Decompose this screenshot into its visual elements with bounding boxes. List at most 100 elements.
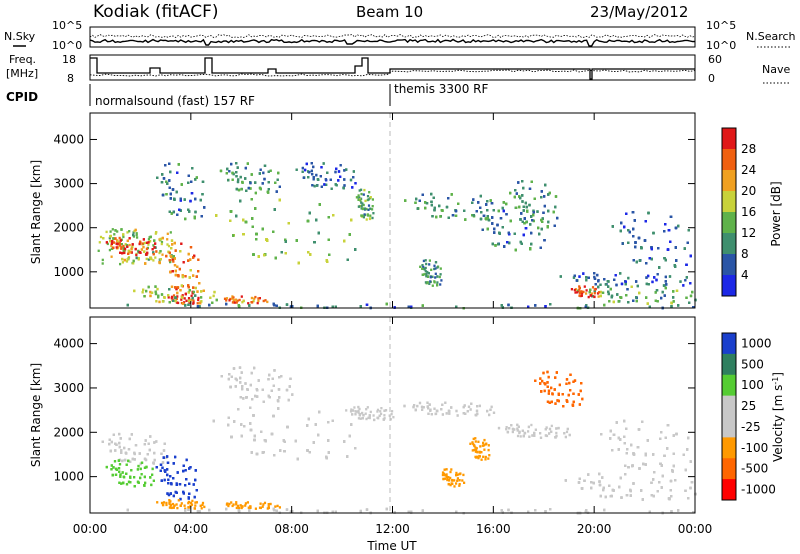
heatmap-cell	[149, 294, 152, 298]
heatmap-cell	[184, 292, 187, 296]
nsky-tick-high: 10^5	[52, 19, 82, 32]
heatmap-cell	[482, 214, 486, 217]
heatmap-cell	[527, 305, 530, 309]
heatmap-cell	[223, 297, 227, 300]
heatmap-cell	[573, 288, 576, 292]
heatmap-cell	[343, 239, 346, 243]
heatmap-cell	[147, 241, 150, 244]
heatmap-cell	[415, 197, 418, 201]
date-label: 23/May/2012	[590, 3, 688, 21]
heatmap-cell	[187, 299, 191, 302]
heatmap-cell	[110, 244, 113, 247]
heatmap-cell	[115, 246, 118, 249]
heatmap-cell	[172, 477, 175, 480]
heatmap-cell	[165, 254, 168, 258]
heatmap-cell	[187, 174, 190, 177]
heatmap-cell	[486, 217, 489, 220]
heatmap-cell	[308, 171, 311, 174]
heatmap-cell	[455, 305, 458, 308]
heatmap-cell	[517, 181, 520, 184]
heatmap-cell	[688, 301, 691, 304]
heatmap-cell	[171, 270, 174, 273]
heatmap-cell	[265, 238, 268, 241]
heatmap-cell	[236, 166, 239, 169]
heatmap-cell	[544, 183, 547, 187]
heatmap-cell	[687, 229, 690, 232]
heatmap-cell	[541, 220, 544, 223]
heatmap-cell	[587, 276, 590, 279]
heatmap-cell	[200, 290, 203, 293]
heatmap-cell	[485, 203, 488, 206]
heatmap-cell	[361, 202, 364, 205]
heatmap-cell	[310, 162, 313, 165]
heatmap-cell	[155, 300, 158, 303]
heatmap-cell	[275, 304, 278, 307]
heatmap-cell	[541, 217, 544, 220]
heatmap-cell	[180, 284, 183, 287]
heatmap-cell	[497, 242, 500, 246]
heatmap-cell	[140, 473, 143, 476]
heatmap-cell	[424, 266, 427, 270]
heatmap-cell	[632, 299, 635, 302]
heatmap-cell	[115, 443, 118, 446]
heatmap-cell	[320, 166, 323, 169]
heatmap-cell	[365, 303, 369, 306]
heatmap-cell	[172, 255, 175, 258]
heatmap-cell	[369, 214, 372, 217]
heatmap-cell	[675, 259, 678, 262]
heatmap-cell	[354, 248, 357, 251]
heatmap-cell	[189, 258, 192, 261]
heatmap-cell	[185, 299, 188, 302]
heatmap-cell	[153, 239, 156, 242]
heatmap-cell	[120, 243, 123, 246]
heatmap-cell	[497, 209, 500, 213]
heatmap-cell	[237, 178, 240, 181]
heatmap-cell	[508, 233, 511, 236]
heatmap-cell	[543, 239, 546, 242]
heatmap-cell	[248, 304, 251, 307]
heatmap-cell	[316, 304, 319, 308]
heatmap-cell	[137, 257, 140, 260]
heatmap-cell	[119, 437, 122, 440]
heatmap-cell	[109, 449, 112, 453]
heatmap-cell	[430, 192, 433, 196]
heatmap-cell	[523, 222, 526, 225]
heatmap-cell	[135, 232, 138, 235]
heatmap-cell	[425, 275, 428, 278]
heatmap-cell	[531, 219, 534, 222]
heatmap-cell	[479, 206, 482, 209]
heatmap-cell	[619, 229, 622, 233]
heatmap-cell	[249, 187, 252, 190]
heatmap-cell	[274, 181, 277, 184]
heatmap-cell	[168, 186, 171, 189]
heatmap-cell	[169, 231, 172, 234]
heatmap-cell	[232, 172, 235, 176]
heatmap-cell	[160, 240, 164, 244]
velocity-heatmap-cells	[101, 366, 697, 515]
heatmap-cell	[272, 230, 275, 233]
heatmap-cell	[169, 260, 172, 264]
heatmap-cell	[256, 301, 259, 305]
heatmap-cell	[312, 165, 315, 169]
heatmap-cell	[176, 471, 179, 474]
heatmap-cell	[116, 230, 119, 233]
power-colorbar-segment	[722, 254, 736, 276]
heatmap-cell	[135, 256, 138, 260]
power-heatmap-cells	[97, 162, 697, 310]
heatmap-cell	[257, 255, 260, 258]
heatmap-cell	[322, 162, 325, 165]
heatmap-cell	[643, 239, 647, 242]
heatmap-cell	[672, 300, 675, 303]
heatmap-cell	[200, 300, 203, 303]
heatmap-cell	[548, 191, 551, 195]
heatmap-cell	[360, 192, 363, 196]
heatmap-cell	[284, 252, 287, 255]
heatmap-cell	[532, 213, 535, 217]
heatmap-cell	[170, 285, 174, 288]
heatmap-cell	[114, 449, 117, 452]
freq-tick-high: 18	[62, 53, 76, 66]
heatmap-cell	[181, 294, 184, 297]
heatmap-cell	[149, 290, 152, 294]
heatmap-cell	[121, 459, 124, 463]
heatmap-cell	[147, 258, 150, 261]
